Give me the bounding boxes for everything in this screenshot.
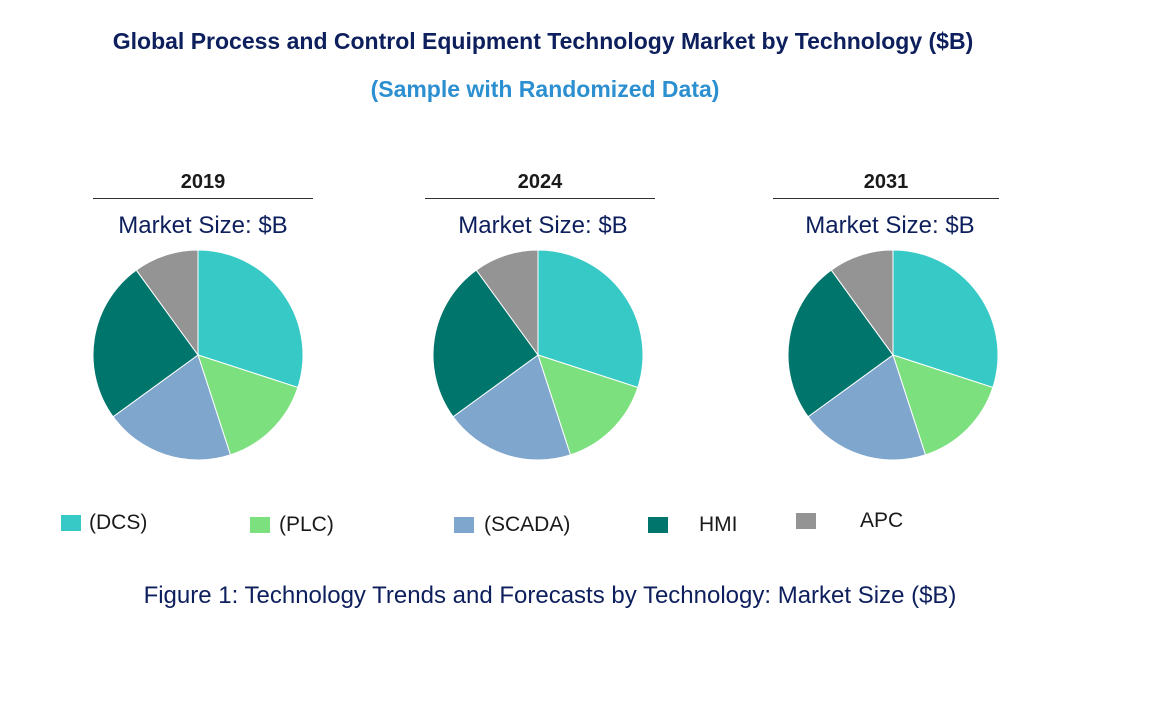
pie-2019-slice-apc <box>135 249 199 357</box>
legend-swatch-plc <box>250 517 270 533</box>
legend-item-dcs: (DCS) <box>61 511 147 535</box>
legend-item-scada: (SCADA) <box>454 513 570 537</box>
legend-swatch-apc <box>796 513 816 529</box>
pie-2019-slice-plc <box>197 354 299 456</box>
pie-2019-slice-dcs <box>197 249 304 389</box>
pie-2019-rule <box>93 198 313 199</box>
pie-2031-slice-apc <box>830 249 894 357</box>
legend-swatch-hmi <box>648 517 668 533</box>
pie-2019-slice-scada <box>112 354 232 461</box>
pie-2019-slice-hmi <box>92 269 199 418</box>
pie-2031-slice-dcs <box>892 249 999 389</box>
legend-swatch-scada <box>454 517 474 533</box>
legend-label-hmi: HMI <box>699 513 738 536</box>
pie-2019-market-size-label: Market Size: $B <box>118 212 288 239</box>
pie-2031-year: 2031 <box>863 171 909 193</box>
pie-2031-rule <box>773 198 999 199</box>
chart-subtitle: (Sample with Randomized Data) <box>370 76 720 102</box>
legend-swatch-dcs <box>61 515 81 531</box>
pie-2024-slice-hmi <box>432 269 539 418</box>
pie-2031-market-size-label: Market Size: $B <box>805 212 975 239</box>
chart-title: Global Process and Control Equipment Tec… <box>112 28 974 54</box>
pie-2031-slice-hmi <box>787 269 894 418</box>
pie-2024-market-size-label: Market Size: $B <box>458 212 628 239</box>
pie-2031-slice-scada <box>807 354 927 461</box>
figure-caption: Figure 1: Technology Trends and Forecast… <box>143 582 957 609</box>
legend-label-scada: (SCADA) <box>484 513 571 536</box>
pie-2019-year: 2019 <box>180 171 226 193</box>
pie-2031-slice-plc <box>892 354 994 456</box>
legend-label-plc: (PLC) <box>279 513 334 536</box>
legend-label-dcs: (DCS) <box>89 511 148 534</box>
pie-2024-year: 2024 <box>517 171 563 193</box>
pie-2024-slice-apc <box>475 249 539 357</box>
legend-item-hmi: HMI <box>648 513 738 537</box>
legend-item-apc: APC <box>796 509 903 533</box>
pie-2031 <box>787 249 999 461</box>
pie-2024-slice-plc <box>537 354 639 456</box>
pie-2024-slice-dcs <box>537 249 644 389</box>
pie-2019 <box>92 249 304 461</box>
pie-2024-slice-scada <box>452 354 572 461</box>
legend-label-apc: APC <box>860 509 904 532</box>
legend-item-plc: (PLC) <box>250 513 334 537</box>
pie-2024 <box>432 249 644 461</box>
pie-2024-rule <box>425 198 655 199</box>
